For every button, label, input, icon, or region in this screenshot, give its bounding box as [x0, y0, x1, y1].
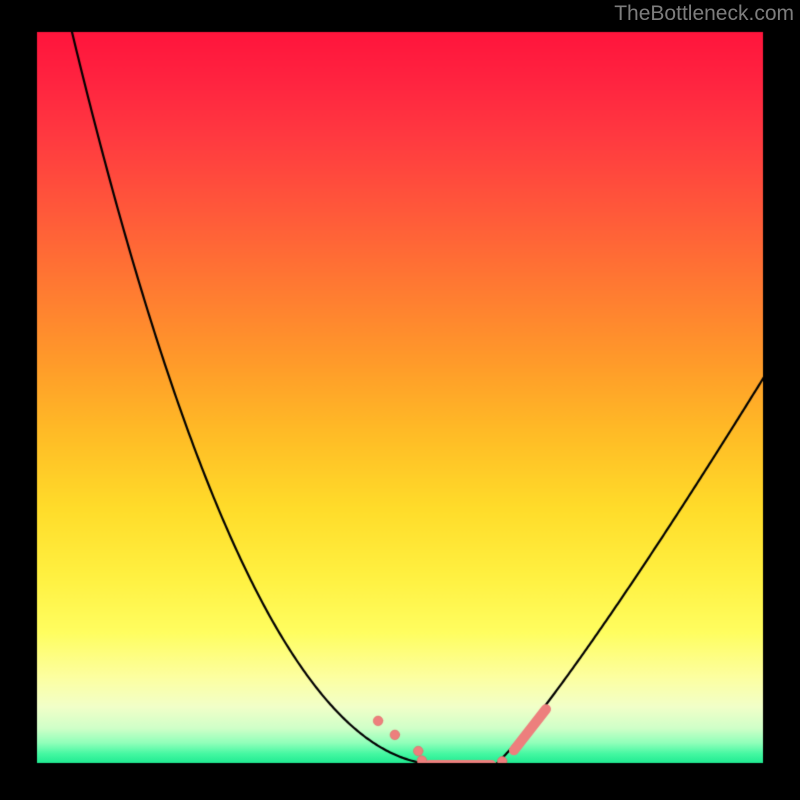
watermark-label: TheBottleneck.com: [614, 2, 794, 26]
chart-container: TheBottleneck.com: [0, 0, 800, 800]
bottleneck-curve-canvas: [0, 0, 800, 800]
